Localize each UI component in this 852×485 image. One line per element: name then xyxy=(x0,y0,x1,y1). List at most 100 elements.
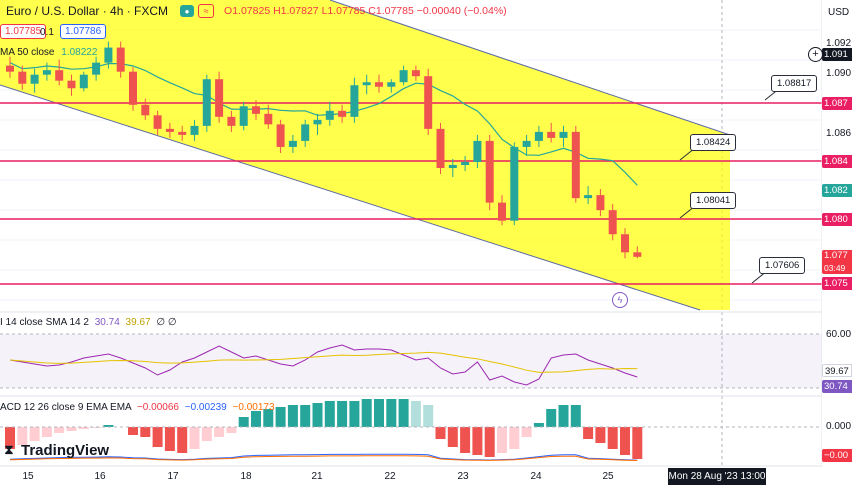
macd-histogram-bar xyxy=(287,405,298,427)
rsi-legend: I 14 close SMA 14 2 30.74 39.67 ∅ ∅ xyxy=(0,317,177,328)
candle-body xyxy=(252,106,260,114)
macd-histogram-bar xyxy=(29,427,40,441)
ohlc-open: O1.07825 xyxy=(224,5,271,17)
ma-legend: MA 50 close 1.08222 xyxy=(0,47,97,58)
macd-histogram-bar xyxy=(607,427,618,449)
candle-body xyxy=(141,104,150,116)
lightning-icon[interactable]: ϟ xyxy=(612,292,628,308)
candle-body xyxy=(498,202,506,221)
macd-histogram-bar xyxy=(435,427,446,439)
time-label-25: 25 xyxy=(602,471,614,482)
candle-body xyxy=(424,76,433,129)
candle-body xyxy=(18,71,27,84)
candle-body xyxy=(338,110,347,117)
macd-histogram-bar xyxy=(374,399,384,427)
rsi-sma-line xyxy=(9,351,638,373)
candle-body xyxy=(227,116,236,126)
last-price-value: 1.077 xyxy=(824,250,848,261)
candle-body xyxy=(202,79,211,126)
callout-1-07606[interactable]: 1.07606 xyxy=(759,257,806,274)
macd-histogram-bar xyxy=(546,409,557,427)
spread-value: 0.1 xyxy=(40,27,54,38)
macd-histogram-bar xyxy=(398,399,409,427)
time-label-22: 22 xyxy=(384,471,396,482)
macd-signal-line xyxy=(9,455,638,462)
callout-1-08424[interactable]: 1.08424 xyxy=(690,134,737,151)
symbol-title[interactable]: Euro / U.S. Dollar · 4h · FXCM xyxy=(6,4,169,18)
macd-histogram-bar xyxy=(533,423,544,427)
countdown-value: 03:49 xyxy=(824,263,846,273)
ohlc-low: L1.07785 xyxy=(321,5,366,17)
macd-histogram-bar xyxy=(66,427,77,431)
candle-body xyxy=(178,131,187,135)
badge-rsi: 30.74 xyxy=(822,380,852,393)
macd-histogram-bar xyxy=(164,427,175,451)
time-label-23: 23 xyxy=(457,471,469,482)
candle-body xyxy=(42,70,51,75)
candle-body xyxy=(116,47,125,72)
candle-body xyxy=(55,70,64,81)
macd-histogram-bar xyxy=(570,405,581,427)
badge-current-high: 1.091 xyxy=(822,48,852,61)
badge-ma-1082: 1.082 xyxy=(822,184,852,197)
macd-histogram-bar xyxy=(324,401,335,427)
candle-body xyxy=(30,74,39,84)
macd-legend: ACD 12 26 close 9 EMA EMA −0.00066 −0.00… xyxy=(0,402,275,413)
candle-body xyxy=(313,119,322,125)
macd-histogram-bar xyxy=(509,427,520,449)
callout-1-08041[interactable]: 1.08041 xyxy=(690,192,737,209)
eye-icon[interactable]: ● xyxy=(180,5,195,17)
macd-histogram-bar xyxy=(447,427,458,447)
badge-level-1075: 1.075 xyxy=(822,277,852,290)
macd-histogram-bar xyxy=(312,403,323,427)
candle-body xyxy=(104,47,113,63)
candle-body xyxy=(301,124,310,141)
macd-histogram-bar xyxy=(497,427,507,453)
tradingview-logo-icon: ⧗ xyxy=(4,442,14,457)
wave-icon[interactable]: ≈ xyxy=(198,4,215,18)
candle-body xyxy=(276,124,285,147)
macd-histogram-bar xyxy=(595,427,606,443)
candle-body xyxy=(596,195,605,211)
candle-body xyxy=(288,140,297,147)
candle-body xyxy=(510,146,519,221)
buy-price-button[interactable]: 1.07786 xyxy=(60,24,107,39)
badge-level-1080: 1.080 xyxy=(822,213,852,226)
macd-histogram-bar xyxy=(275,407,286,427)
candle-body xyxy=(375,82,383,87)
candle-body xyxy=(571,131,580,199)
macd-line-value: −0.00239 xyxy=(184,402,227,413)
callout-1-08817[interactable]: 1.08817 xyxy=(771,75,818,92)
macd-histogram-bar xyxy=(128,427,138,435)
time-label-18: 18 xyxy=(240,471,252,482)
axis-tick-macd0: 0.000 xyxy=(826,421,852,432)
candle-body xyxy=(239,106,248,126)
macd-histogram-bar xyxy=(632,427,643,459)
macd-histogram-bar xyxy=(361,399,372,427)
macd-histogram-bar xyxy=(226,427,237,433)
price-axis[interactable] xyxy=(822,0,852,485)
macd-histogram-bar xyxy=(460,427,471,453)
channel-lower-line xyxy=(0,84,701,311)
candle-body xyxy=(362,82,371,86)
candle-body xyxy=(534,131,543,141)
macd-histogram-bar xyxy=(152,427,163,447)
candle-body xyxy=(436,128,445,169)
time-label-21: 21 xyxy=(311,471,323,482)
add-alert-plus-icon[interactable]: + xyxy=(808,47,823,62)
macd-histogram-bar xyxy=(5,427,15,449)
rsi-extra: ∅ ∅ xyxy=(156,317,177,328)
candle-body xyxy=(448,165,457,169)
candle-body xyxy=(79,74,88,89)
macd-histogram-bar xyxy=(103,425,114,427)
sell-price-button[interactable]: 1.07785 xyxy=(0,24,47,39)
macd-label: ACD 12 26 close 9 EMA EMA xyxy=(0,402,132,413)
candle-body xyxy=(264,113,273,125)
candle-body xyxy=(190,125,199,135)
macd-histogram-bar xyxy=(263,409,274,427)
candle-body xyxy=(621,234,629,253)
currency-label: USD xyxy=(828,7,850,18)
tradingview-logo[interactable]: ⧗ TradingView xyxy=(0,440,109,460)
